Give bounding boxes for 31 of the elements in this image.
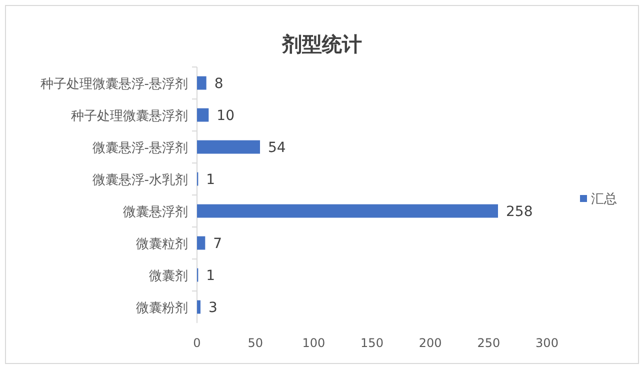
y-tick-label: 微囊悬浮剂 [123, 204, 188, 220]
data-label: 1 [206, 268, 216, 284]
chart-title: 剂型统计 [281, 32, 362, 56]
bar [197, 140, 260, 154]
data-label: 54 [268, 140, 286, 156]
x-tick-label: 200 [418, 336, 442, 350]
x-tick-label: 50 [248, 336, 263, 350]
y-tick-label: 微囊悬浮-水乳剂 [92, 172, 188, 188]
x-tick-label: 0 [193, 336, 201, 350]
bar [197, 108, 209, 122]
legend-label: 汇总 [591, 192, 617, 207]
data-label: 258 [506, 204, 533, 220]
x-tick-label: 250 [477, 336, 500, 350]
y-tick-label: 微囊悬浮-悬浮剂 [92, 140, 188, 156]
bar [197, 300, 200, 314]
data-label: 3 [208, 300, 218, 316]
data-label: 7 [213, 236, 222, 252]
bar [197, 236, 206, 250]
data-label: 8 [214, 76, 224, 92]
y-tick-label: 微囊剂 [149, 268, 188, 284]
x-tick-label: 100 [302, 336, 326, 350]
bar [197, 76, 206, 90]
bar [197, 204, 498, 218]
data-label: 10 [216, 108, 234, 124]
data-label: 1 [206, 172, 216, 188]
y-tick-label: 种子处理微囊悬浮-悬浮剂 [40, 76, 188, 92]
y-tick-label: 微囊粉剂 [136, 300, 188, 316]
x-tick-label: 150 [360, 336, 384, 350]
x-tick-label: 300 [536, 336, 558, 350]
y-tick-label: 微囊粒剂 [136, 236, 188, 252]
y-tick-label: 种子处理微囊悬浮剂 [71, 108, 188, 124]
